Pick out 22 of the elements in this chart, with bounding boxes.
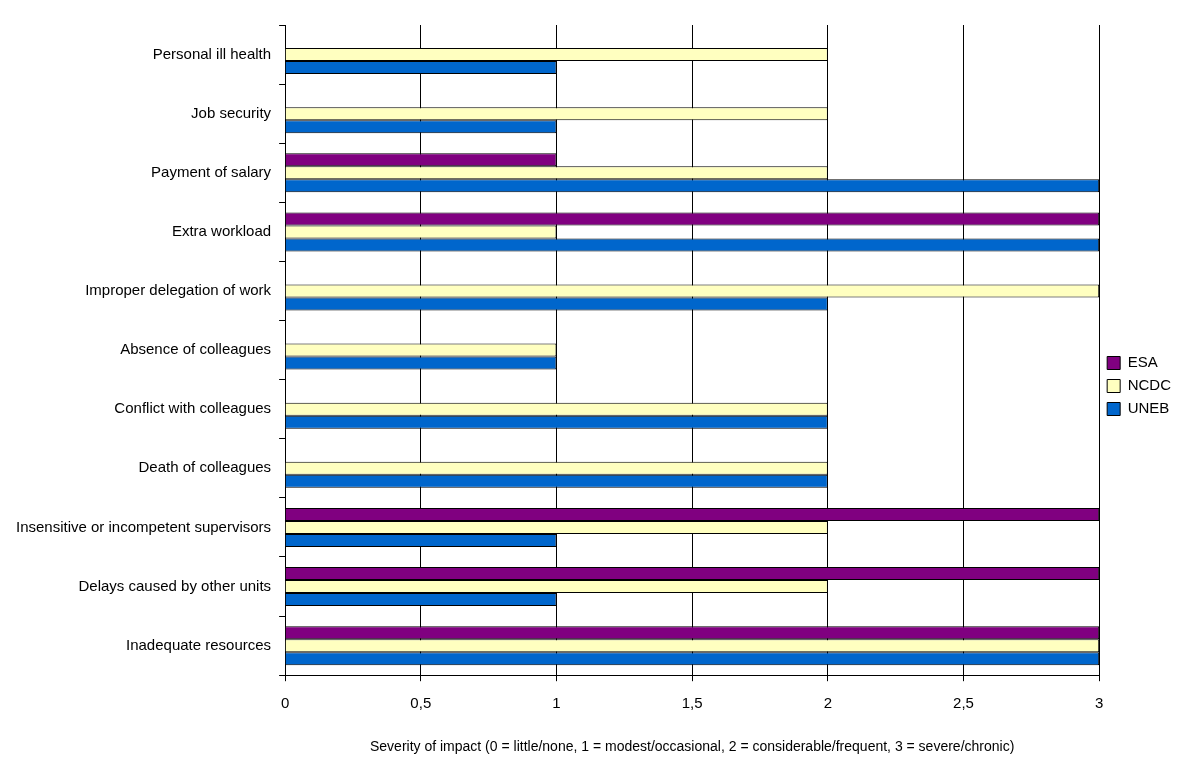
y-tick-label: Delays caused by other units: [78, 576, 272, 594]
x-tick-label: 2: [823, 694, 832, 712]
legend-label: ESA: [1127, 353, 1158, 371]
x-axis-title: Severity of impact (0 = little/none, 1 = modest/occasional, 2 = considerable/frequent, 3 = severe/chronic): [369, 738, 1015, 755]
x-tick-label: 1: [552, 694, 561, 712]
x-tick-label: 0: [280, 694, 290, 712]
y-tick-label: Improper delegation of work: [85, 281, 272, 299]
y-tick-label: Absence of colleagues: [120, 340, 272, 358]
y-tick-label: Personal ill health: [152, 44, 272, 62]
x-tick-label: 0,5: [410, 694, 432, 712]
x-tick-label: 2,5: [953, 694, 974, 712]
y-tick-label: Extra workload: [171, 222, 272, 240]
y-tick-label: Insensitive or incompetent supervisors: [15, 517, 272, 535]
x-tick-label: 3: [1095, 694, 1104, 712]
y-tick-label: Conflict with colleagues: [114, 399, 272, 417]
y-tick-label: Payment of salary: [151, 162, 272, 180]
legend-label: UNEB: [1127, 399, 1170, 417]
x-tick-label: 1,5: [681, 694, 703, 712]
legend-label: NCDC: [1127, 376, 1172, 394]
y-tick-label: Death of colleagues: [138, 458, 272, 476]
y-tick-label: Inadequate resources: [126, 635, 272, 653]
y-tick-label: Job security: [191, 103, 272, 121]
